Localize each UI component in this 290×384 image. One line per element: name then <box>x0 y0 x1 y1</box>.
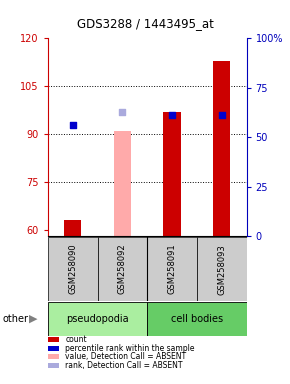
Text: GSM258090: GSM258090 <box>68 244 77 295</box>
Text: cell bodies: cell bodies <box>171 314 223 324</box>
Bar <box>48 237 97 301</box>
Text: percentile rank within the sample: percentile rank within the sample <box>65 344 195 353</box>
Text: value, Detection Call = ABSENT: value, Detection Call = ABSENT <box>65 353 186 361</box>
Bar <box>163 112 181 236</box>
Point <box>170 112 174 118</box>
Text: other: other <box>3 314 29 324</box>
Text: GSM258091: GSM258091 <box>168 244 177 295</box>
Bar <box>64 220 81 236</box>
Text: pseudopodia: pseudopodia <box>66 314 129 324</box>
Text: GSM258092: GSM258092 <box>118 244 127 295</box>
Text: rank, Detection Call = ABSENT: rank, Detection Call = ABSENT <box>65 361 183 370</box>
Text: ▶: ▶ <box>29 314 37 324</box>
Bar <box>197 237 246 301</box>
Bar <box>97 237 147 301</box>
Point <box>219 112 224 118</box>
Bar <box>147 302 246 336</box>
Bar <box>147 237 197 301</box>
Text: GSM258093: GSM258093 <box>217 244 226 295</box>
Point <box>120 109 125 115</box>
Text: count: count <box>65 335 87 344</box>
Text: GDS3288 / 1443495_at: GDS3288 / 1443495_at <box>77 17 213 30</box>
Point <box>70 121 75 127</box>
Bar <box>48 302 147 336</box>
Bar <box>213 61 230 236</box>
Bar <box>114 131 131 236</box>
